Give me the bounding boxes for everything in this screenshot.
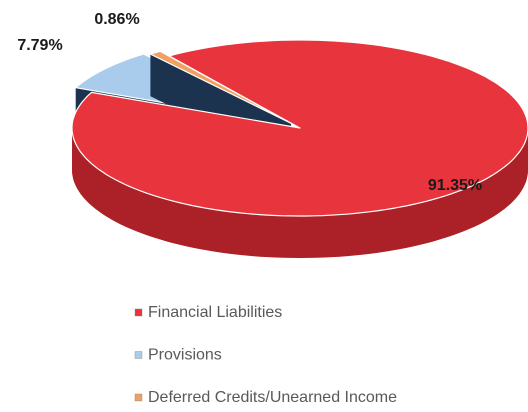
legend-label: Deferred Credits/Unearned Income xyxy=(148,389,397,406)
data-label: 7.79% xyxy=(17,37,62,54)
legend-swatch xyxy=(134,308,143,317)
data-label: 91.35% xyxy=(428,177,482,194)
legend-swatch xyxy=(134,393,143,402)
data-label: 0.86% xyxy=(94,11,139,28)
legend-label: Financial Liabilities xyxy=(148,304,282,321)
pie-slice xyxy=(71,39,528,217)
legend-swatch xyxy=(134,351,143,359)
slice-side xyxy=(72,128,528,258)
legend-label: Provisions xyxy=(148,347,222,364)
slice-side-shade xyxy=(72,128,528,258)
